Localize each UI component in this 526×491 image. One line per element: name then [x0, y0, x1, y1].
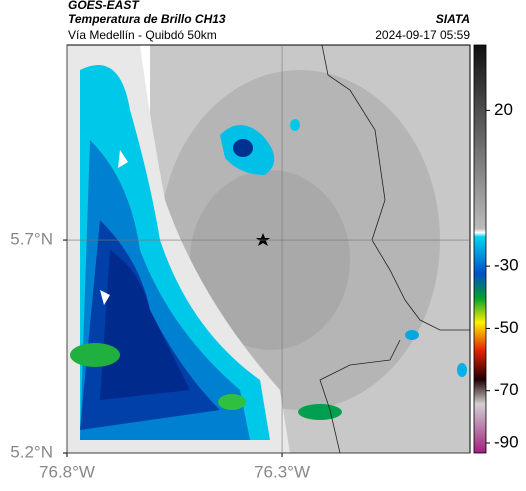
- x-tick-label: 76.8°W: [39, 462, 95, 481]
- subtitle: Temperatura de Brillo CH13: [68, 12, 226, 26]
- timestamp: 2024-09-17 05:59: [375, 28, 470, 42]
- colorbar-tick-label: -50: [494, 318, 519, 337]
- y-tick-label: 5.2°N: [10, 442, 53, 461]
- source: SIATA: [436, 12, 470, 26]
- title: GOES-EAST: [68, 0, 140, 12]
- colorbar-tick-label: 20: [494, 100, 513, 119]
- x-tick-label: 76.3°W: [254, 462, 310, 481]
- colorbar-tick-label: -30: [494, 256, 519, 275]
- satellite-image: [67, 45, 470, 453]
- colorbar-tick-label: -70: [494, 380, 519, 399]
- colorbar: [473, 44, 487, 454]
- route: Vía Medellín - Quibdó 50km: [68, 28, 217, 42]
- colorbar-tick-label: -90: [494, 432, 519, 451]
- y-tick-label: 5.7°N: [10, 230, 53, 249]
